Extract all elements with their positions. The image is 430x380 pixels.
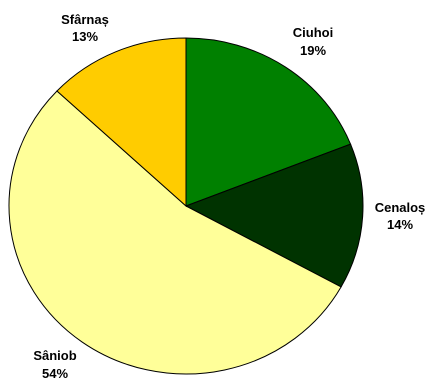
slice-value-ciuhoi: 19%	[300, 43, 326, 58]
pie-slice-ciuhoi	[185, 37, 352, 207]
slice-label-cenalos: Cenaloș	[375, 200, 426, 215]
pie-labels: Ciuhoi 19% Cenaloș 14% Sâniob 54% Sfârna…	[33, 12, 425, 380]
slice-label-saniob: Sâniob	[33, 348, 76, 363]
slice-value-sfarnas: 13%	[72, 29, 98, 44]
slice-label-ciuhoi: Ciuhoi	[293, 25, 333, 40]
slice-value-saniob: 54%	[42, 366, 68, 380]
pie-slices	[8, 37, 364, 375]
pie-slice-saniob	[8, 90, 342, 375]
slice-value-cenalos: 14%	[387, 217, 413, 232]
slice-label-sfarnas: Sfârnaș	[61, 12, 109, 27]
pie-slice-sfarnas	[56, 37, 187, 208]
pie-slice-cenalos	[184, 143, 364, 288]
